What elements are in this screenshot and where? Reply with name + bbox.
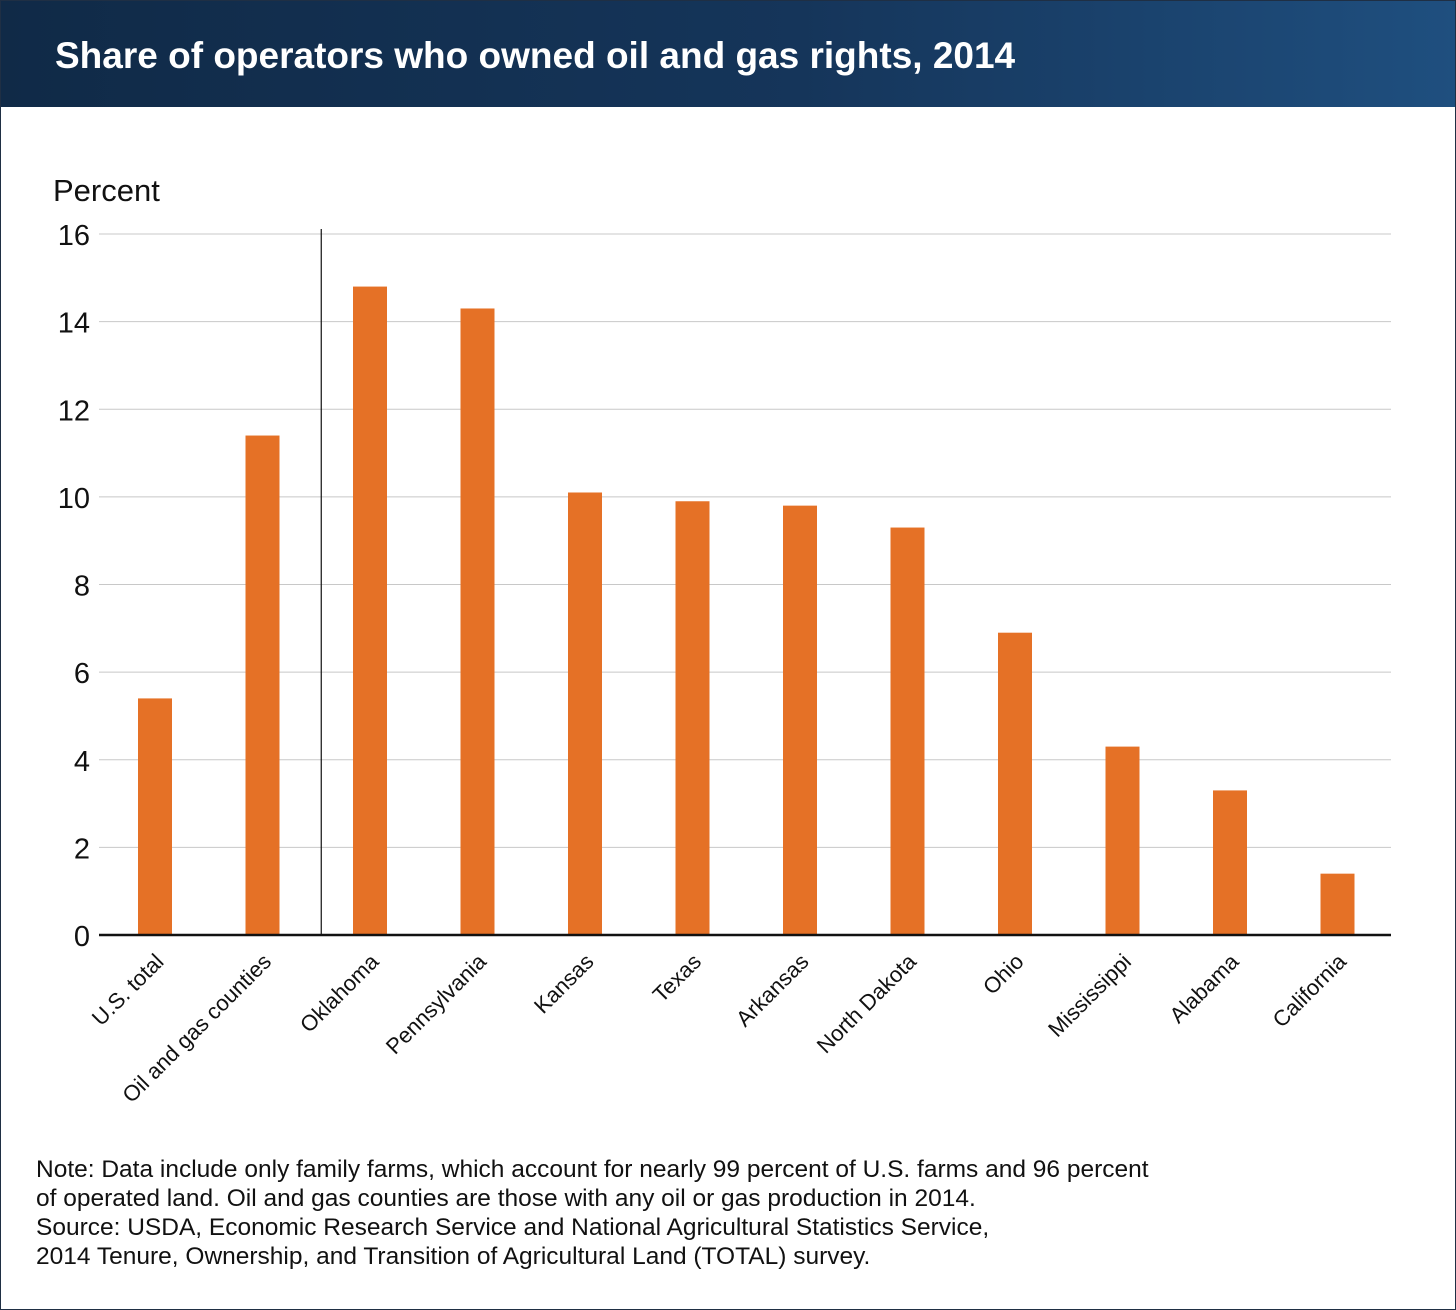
gridlines [99,233,1391,848]
note-line-1: Note: Data include only family farms, wh… [36,1156,1149,1183]
x-tick-label: Mississippi [1043,949,1136,1042]
y-tick-label: 10 [58,483,90,515]
bar [245,435,280,935]
x-tick-label: California [1268,948,1352,1032]
bar [353,286,387,935]
y-tick-label: 12 [58,395,90,427]
bar [1213,790,1247,935]
chart-title: Share of operators who owned oil and gas… [55,35,1016,76]
y-axis-label: Percent [53,173,160,208]
note-line-2: of operated land. Oil and gas counties a… [36,1185,976,1212]
y-tick-label: 14 [58,308,90,340]
source-line-2: 2014 Tenure, Ownership, and Transition o… [36,1243,871,1270]
x-tick-label: North Dakota [812,948,922,1058]
bar [1105,746,1140,935]
bar [138,698,172,935]
y-tick-label: 6 [74,658,90,690]
y-tick-label: 4 [74,746,90,778]
axes [99,229,1391,937]
x-tick-label: Alabama [1164,948,1244,1028]
source-line-1: Source: USDA, Economic Research Service … [36,1214,990,1241]
x-tick-label: Pennsylvania [381,948,492,1059]
x-tick-label: Ohio [978,949,1029,1000]
title-banner: Share of operators who owned oil and gas… [1,1,1455,107]
y-tick-label: 2 [74,833,90,865]
y-tick-label: 16 [58,220,90,252]
x-tick-label: Oklahoma [295,948,384,1037]
y-tick-label: 0 [74,921,90,953]
x-tick-label: U.S. total [87,949,169,1031]
bar [460,308,495,935]
bar [568,492,602,935]
bar [998,632,1032,935]
bar [675,501,710,935]
bar [890,527,925,935]
note-source-text: Note: Data include only family farms, wh… [36,1155,1416,1271]
x-tick-label: Kansas [529,949,599,1019]
bar [1320,873,1355,935]
bars [138,286,1355,935]
bar [783,505,817,935]
x-tick-label: Texas [648,949,706,1007]
x-tick-label: Arkansas [731,949,814,1032]
y-tick-label: 8 [74,571,90,603]
